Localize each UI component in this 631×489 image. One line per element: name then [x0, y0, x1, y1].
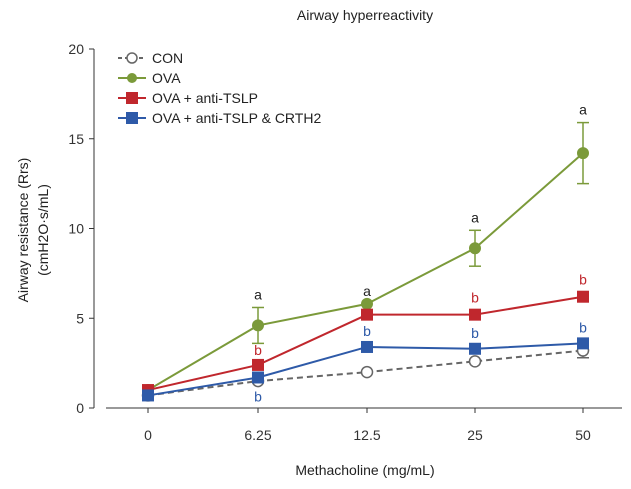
- data-point: [361, 297, 373, 310]
- legend-label: OVA + anti-TSLP & CRTH2: [152, 110, 321, 126]
- legend-item: OVA + anti-TSLP: [118, 90, 258, 106]
- legend-label: OVA: [152, 70, 181, 86]
- legend: CON OVA OVA + anti-TSLP OVA + anti-TSLP & C…: [118, 50, 321, 126]
- data-point: [142, 389, 154, 402]
- x-tick-label: 25: [467, 427, 483, 443]
- legend-item: OVA + anti-TSLP & CRTH2: [118, 110, 321, 126]
- data-point: [468, 355, 482, 368]
- significance-label: a: [254, 286, 262, 302]
- y-tick-label: 5: [76, 310, 84, 326]
- series-2: [142, 290, 589, 397]
- legend-marker: [126, 52, 138, 64]
- axes: 0 5 10 15 20 0 6.25 12.5 25 50: [68, 41, 622, 443]
- data-point: [361, 340, 373, 353]
- data-point: [577, 147, 589, 160]
- y-tick-label: 15: [68, 131, 84, 147]
- data-point: [469, 342, 481, 355]
- legend-marker: [126, 92, 138, 104]
- data-point: [577, 337, 589, 350]
- significance-label: b: [471, 290, 479, 306]
- y-axis-title: Airway resistance (Rrs): [15, 158, 31, 303]
- y-tick-label: 0: [76, 400, 84, 416]
- y-tick-label: 20: [68, 41, 84, 57]
- series-1: [142, 121, 589, 397]
- x-axis-title: Methacholine (mg/mL): [295, 462, 434, 478]
- legend-label: CON: [152, 50, 183, 66]
- data-point: [360, 365, 374, 379]
- x-tick-label: 6.25: [244, 427, 271, 443]
- significance-label: b: [254, 342, 262, 358]
- significance-label: b: [363, 323, 371, 339]
- x-tick-label: 50: [575, 427, 591, 443]
- data-point: [469, 242, 481, 255]
- data-point: [469, 308, 481, 321]
- series-layer: a a a a b b b b b b b: [141, 102, 590, 404]
- significance-label: b: [579, 319, 587, 335]
- significance-label: a: [579, 102, 587, 118]
- x-tick-label: 0: [144, 427, 152, 443]
- data-point: [252, 319, 264, 332]
- significance-label: b: [579, 272, 587, 288]
- chart-title: Airway hyperreactivity: [297, 7, 433, 23]
- legend-marker: [126, 112, 138, 124]
- significance-label: b: [254, 388, 262, 404]
- legend-marker: [127, 73, 137, 83]
- series-3: [142, 337, 589, 402]
- x-tick-label: 12.5: [353, 427, 380, 443]
- significance-label: b: [471, 325, 479, 341]
- data-point: [577, 290, 589, 303]
- data-point: [252, 371, 264, 384]
- data-point: [252, 358, 264, 371]
- significance-label: a: [471, 209, 479, 225]
- y-tick-label: 10: [68, 221, 84, 237]
- y-axis-unit: (cmH2O·s/mL): [35, 184, 51, 276]
- significance-label: a: [363, 283, 371, 299]
- data-point: [361, 308, 373, 321]
- legend-label: OVA + anti-TSLP: [152, 90, 258, 106]
- legend-item: OVA: [118, 70, 181, 86]
- legend-item: CON: [118, 50, 183, 66]
- series-line: [147, 152, 584, 391]
